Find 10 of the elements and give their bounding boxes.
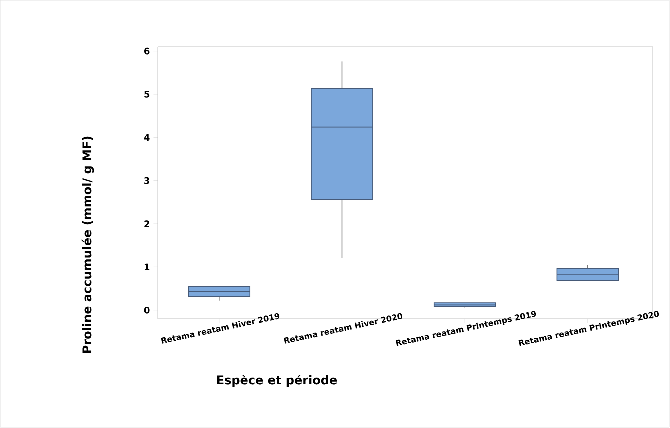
y-tick-label: 5 (144, 91, 150, 98)
x-tick-label: Retama reatam Hiver 2019 (161, 313, 280, 344)
y-tick-label: 4 (144, 134, 150, 141)
y-tick-label: 1 (144, 264, 150, 270)
x-axis-title: Espèce et période (217, 374, 338, 388)
y-tick-label: 6 (144, 48, 150, 55)
y-tick-label: 3 (144, 177, 150, 184)
y-axis-title: Proline accumulée (mmol/ g MF) (82, 136, 94, 354)
y-tick-label: 2 (144, 220, 150, 228)
y-tick-label: 0 (144, 306, 150, 314)
